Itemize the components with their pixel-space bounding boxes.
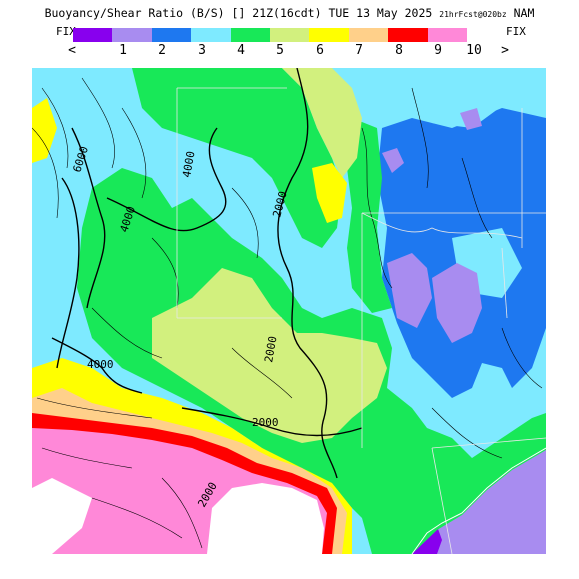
field-purple-east xyxy=(387,253,432,328)
field-violet-gulf xyxy=(412,526,442,554)
field-purple-east xyxy=(432,263,482,343)
contour-line xyxy=(81,77,115,169)
scale-tick-label: 8 xyxy=(395,43,403,58)
forecast-subtitle: 21hrFcst@020bz xyxy=(439,10,507,19)
contour-line xyxy=(41,447,133,469)
scale-tick-label: 5 xyxy=(276,43,284,58)
color-swatch xyxy=(309,28,349,42)
contour-line xyxy=(71,127,106,309)
color-swatch xyxy=(270,28,310,42)
color-swatch xyxy=(73,28,113,42)
contour-label: 2000 xyxy=(262,335,279,363)
state-border xyxy=(431,447,453,554)
scale-tick-label: 4 xyxy=(237,43,245,58)
contour-line xyxy=(91,307,163,359)
color-swatch xyxy=(112,28,152,42)
contour-line xyxy=(51,337,143,394)
contour-line xyxy=(151,237,179,309)
field-green-east-strip xyxy=(347,118,392,313)
color-swatch xyxy=(388,28,428,42)
color-swatch xyxy=(348,28,389,42)
contour-line xyxy=(181,407,363,437)
contour-line xyxy=(461,157,493,239)
color-swatch xyxy=(230,28,271,42)
contour-line xyxy=(91,497,183,539)
field-cyan-east-patch xyxy=(417,68,546,128)
contour-line xyxy=(277,68,338,479)
field-green-north xyxy=(132,68,342,248)
coastline xyxy=(411,447,546,554)
contour-line xyxy=(431,407,503,459)
chart-title: Buoyancy/Shear Ratio (B/S) [] 21Z(16cdt)… xyxy=(44,6,535,20)
color-swatch xyxy=(427,28,468,42)
contour-label: 2000 xyxy=(252,416,279,429)
field-purple-gulf xyxy=(412,448,546,554)
contour-line xyxy=(231,187,259,259)
contour-line xyxy=(106,127,227,232)
contour-line xyxy=(411,87,429,189)
field-lightgreen-central xyxy=(152,268,387,443)
scale-tick-label: 6 xyxy=(316,43,324,58)
forecast-map: 6000 4000 4000 2000 2000 4000 2000 2000 xyxy=(32,68,546,554)
state-border xyxy=(361,212,523,239)
fix-right-label[interactable]: FIX xyxy=(506,25,526,38)
scale-tick-label: 9 xyxy=(434,43,442,58)
contour-label: 4000 xyxy=(87,358,114,371)
scale-tick-label: 10 xyxy=(466,43,482,58)
state-border xyxy=(431,437,546,449)
field-yellow-northwest xyxy=(32,98,57,163)
scale-ticks: < 1 2 3 4 5 6 7 8 9 10 > xyxy=(0,43,579,59)
height-contours xyxy=(51,68,363,479)
fix-left-label[interactable]: FIX xyxy=(56,25,76,38)
next-arrow[interactable]: > xyxy=(501,43,509,58)
field-yellow-north xyxy=(312,163,347,223)
scale-tick-label: 1 xyxy=(119,43,127,58)
scale-tick-label: 2 xyxy=(158,43,166,58)
state-borders xyxy=(176,87,546,554)
contour-line xyxy=(501,327,543,389)
contour-line xyxy=(32,127,59,219)
prev-arrow[interactable]: < xyxy=(68,43,76,58)
field-white-south xyxy=(207,483,324,554)
contour-line xyxy=(161,477,203,549)
field-lightgreen-north xyxy=(282,68,362,178)
field-white-southwest xyxy=(32,478,92,554)
color-swatch xyxy=(151,28,192,42)
contour-line xyxy=(121,107,147,199)
contour-line xyxy=(231,347,293,399)
color-swatch xyxy=(191,28,231,42)
contour-line xyxy=(36,397,153,419)
contour-label: 4000 xyxy=(180,150,197,178)
contour-line xyxy=(41,87,69,169)
scale-tick-label: 3 xyxy=(198,43,206,58)
color-scale-bar xyxy=(73,28,468,42)
contour-line xyxy=(56,177,80,369)
model-label: NAM xyxy=(513,6,535,20)
state-border xyxy=(501,247,508,319)
field-purple-east xyxy=(382,148,404,173)
scale-tick-label: 7 xyxy=(355,43,363,58)
field-purple-east xyxy=(460,108,482,130)
